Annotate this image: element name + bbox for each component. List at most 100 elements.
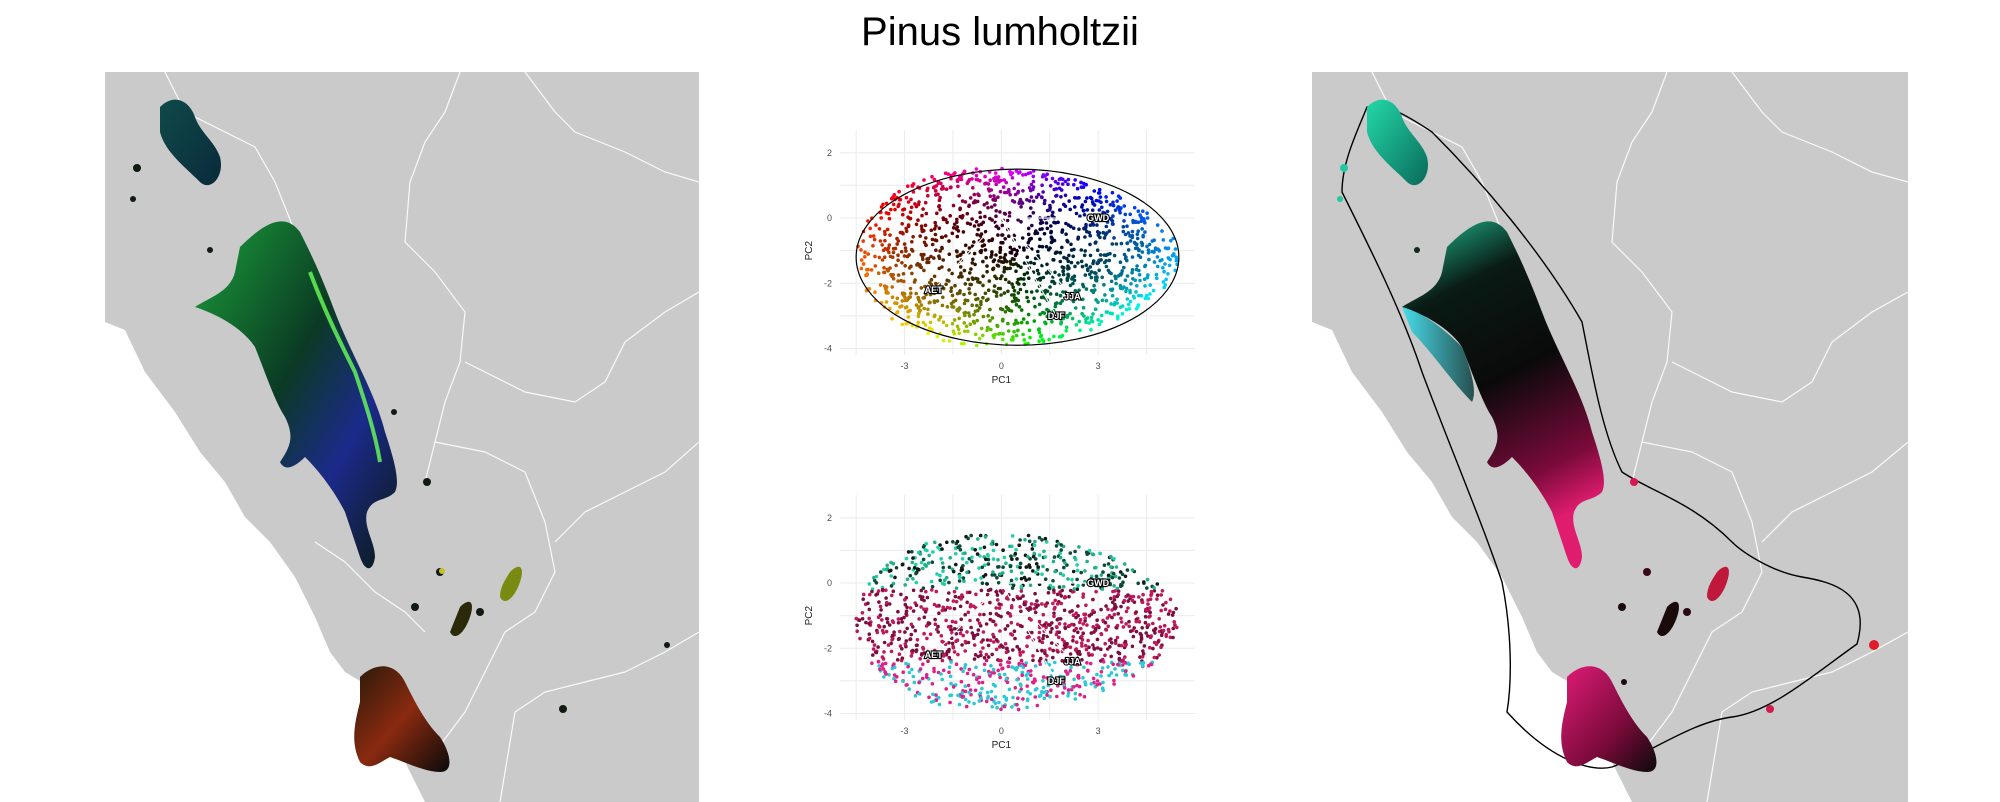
scatter-bottom-point <box>949 682 953 686</box>
scatter-bottom-point <box>997 602 1001 606</box>
scatter-top-point <box>1003 291 1007 295</box>
scatter-bottom-point <box>1155 643 1159 647</box>
scatter-bottom-point <box>1072 685 1076 689</box>
scatter-top-point <box>970 217 974 221</box>
scatter-bottom-point <box>862 593 866 597</box>
scatter-top-point <box>1059 278 1063 282</box>
scatter-top-point <box>1019 265 1023 269</box>
scatter-top-point <box>1015 303 1019 307</box>
scatter-top-point <box>1086 208 1090 212</box>
right-map-border-3 <box>1732 72 1908 182</box>
scatter-top-point <box>999 332 1003 336</box>
scatter-top-point <box>905 322 909 326</box>
scatter-top-point <box>966 212 970 216</box>
scatter-bottom-point <box>882 568 886 572</box>
scatter-top-point <box>1032 297 1036 301</box>
scatter-bottom-point <box>1031 569 1035 573</box>
scatter-top-point <box>903 242 907 246</box>
scatter-top-point <box>1087 321 1091 325</box>
scatter-bottom-point <box>1066 577 1070 581</box>
scatter-top-point <box>982 221 986 225</box>
scatter-top-point <box>1033 319 1037 323</box>
scatter-top-point <box>911 249 915 253</box>
scatter-top-point <box>1128 307 1132 311</box>
scatter-top-point <box>1012 293 1016 297</box>
scatter-top-point <box>1147 248 1151 252</box>
scatter-bottom-point <box>1103 654 1107 658</box>
scatter-bottom-point <box>1055 695 1059 699</box>
scatter-bottom-point <box>960 680 964 684</box>
scatter-bottom-point <box>916 638 920 642</box>
scatter-bottom-point <box>907 567 911 571</box>
scatter-bottom-point <box>987 644 991 648</box>
scatter-top-point <box>1135 284 1139 288</box>
scatter-top-point <box>1102 231 1106 235</box>
scatter-top-point <box>1010 338 1014 342</box>
scatter-bottom-point <box>935 590 939 594</box>
scatter-bottom-point <box>1038 553 1042 557</box>
scatter-bottom-point <box>1064 669 1068 673</box>
scatter-bottom-point <box>991 633 995 637</box>
scatter-top-point <box>1089 254 1093 258</box>
scatter-top-point <box>976 228 980 232</box>
scatter-bottom-point <box>1032 552 1036 556</box>
scatter-top-point <box>921 230 925 234</box>
scatter-top-point <box>1070 248 1074 252</box>
scatter-top-point <box>994 253 998 257</box>
scatter-top-point <box>1088 234 1092 238</box>
scatter-bottom-point <box>1109 597 1113 601</box>
scatter-bottom-point <box>1029 692 1033 696</box>
scatter-top-point <box>1074 306 1078 310</box>
scatter-bottom-point <box>1021 594 1025 598</box>
scatter-bottom-point <box>1159 625 1163 629</box>
scatter-top-point <box>1111 222 1115 226</box>
scatter-bottom-point <box>1047 586 1051 590</box>
scatter-top-point <box>885 300 889 304</box>
scatter-bottom-point <box>1048 623 1052 627</box>
scatter-top-point <box>979 300 983 304</box>
scatter-bottom-point <box>1020 659 1024 663</box>
scatter-top-point <box>968 283 972 287</box>
scatter-top-point <box>926 308 930 312</box>
scatter-top-point <box>1131 255 1135 259</box>
scatter-bottom-point <box>1050 627 1054 631</box>
scatter-bottom-point <box>967 700 971 704</box>
scatter-top-point <box>878 256 882 260</box>
scatter-bottom-point <box>883 641 887 645</box>
scatter-top-point <box>1047 248 1051 252</box>
scatter-bottom-point <box>890 650 894 654</box>
scatter-bottom-point <box>1148 606 1152 610</box>
scatter-top-point <box>987 239 991 243</box>
scatter-top-point <box>1059 294 1063 298</box>
scatter-bottom-point <box>1000 667 1004 671</box>
scatter-bottom-point <box>879 605 883 609</box>
scatter-bottom-point <box>996 558 1000 562</box>
scatter-bottom-point <box>1069 669 1073 673</box>
scatter-top-point <box>917 312 921 316</box>
scatter-top-point <box>920 286 924 290</box>
scatter-bottom-point <box>891 634 895 638</box>
scatter-bottom-point <box>954 620 958 624</box>
scatter-top-point <box>1043 232 1047 236</box>
scatter-top-point <box>1051 240 1055 244</box>
scatter-top-point <box>968 246 972 250</box>
scatter-bottom-point <box>1171 627 1175 631</box>
scatter-top-point <box>974 298 978 302</box>
scatter-top-point <box>1040 183 1044 187</box>
scatter-bottom-point <box>993 573 997 577</box>
scatter-top-point <box>930 229 934 233</box>
scatter-bottom-point <box>921 662 925 666</box>
scatter-bottom-point <box>984 573 988 577</box>
scatter-bottom-point <box>885 564 889 568</box>
scatter-top-point <box>1027 172 1031 176</box>
scatter-top-point <box>1107 269 1111 273</box>
scatter-bottom-point <box>997 701 1001 705</box>
scatter-top-point <box>993 258 997 262</box>
scatter-top-point <box>1137 209 1141 213</box>
scatter-bottom-point <box>1126 606 1130 610</box>
scatter-top-point <box>1041 190 1045 194</box>
scatter-top-point <box>934 233 938 237</box>
scatter-bottom-point <box>981 646 985 650</box>
scatter-bottom-point <box>1079 571 1083 575</box>
scatter-bottom-point <box>995 590 999 594</box>
